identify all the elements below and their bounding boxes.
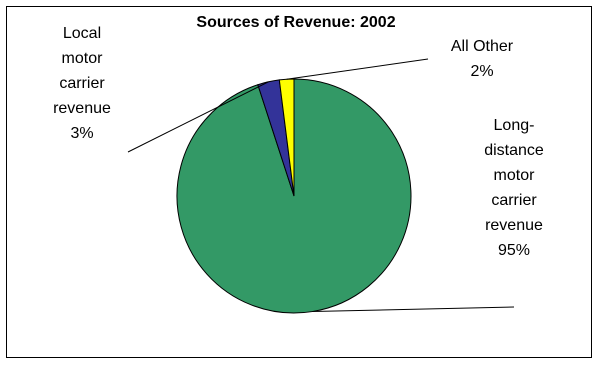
chart-title: Sources of Revenue: 2002 — [196, 14, 395, 31]
slice-label: All Other 2% — [451, 38, 514, 80]
leader-lines — [127, 58, 515, 313]
leader-line — [127, 81, 269, 153]
slice-label: Local motor carrier revenue 3% — [53, 25, 111, 142]
slice-label: Long-distance motor carrier revenue 95% — [484, 117, 544, 259]
slice-labels: Long-distance motor carrier revenue 95% Local… — [53, 25, 544, 259]
leader-line — [312, 306, 515, 313]
leader-line — [286, 58, 429, 80]
slices-layer — [176, 78, 412, 314]
pie-slice-all-other — [278, 78, 295, 197]
